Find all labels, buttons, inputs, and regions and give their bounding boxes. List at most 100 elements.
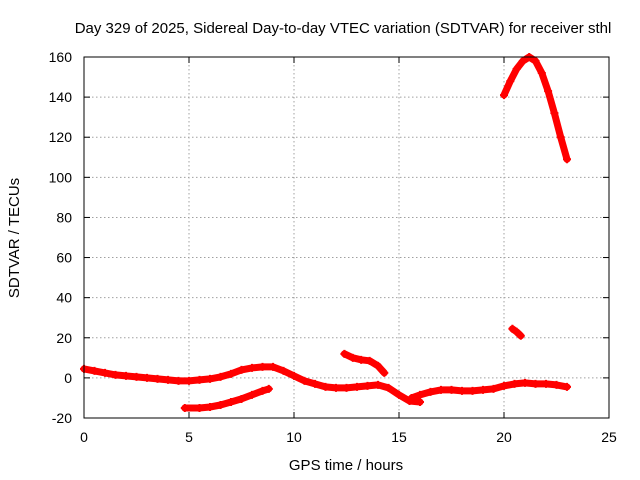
data-point: [479, 385, 487, 394]
data-point: [340, 349, 349, 358]
data-point: [563, 155, 571, 164]
data-point: [174, 376, 183, 385]
data-point: [353, 382, 361, 391]
series-trace: [181, 385, 273, 412]
data-point: [556, 133, 565, 142]
data-point: [332, 383, 340, 392]
data-point: [531, 57, 540, 66]
data-point: [180, 403, 189, 412]
y-axis-label: SDTVAR / TECUs: [6, 178, 23, 298]
plot-frame: [83, 56, 610, 419]
data-point: [506, 77, 515, 86]
y-tick-label: 120: [49, 129, 73, 145]
series-arc-main: [80, 362, 424, 406]
x-tick-label: 10: [286, 429, 302, 445]
series-arc-short: [508, 324, 525, 340]
data-point: [111, 370, 120, 379]
x-tick-label: 0: [80, 429, 88, 445]
data-point: [321, 382, 330, 391]
data-point: [395, 390, 403, 399]
x-tick-label: 15: [391, 429, 407, 445]
series-arc-evening: [407, 378, 571, 402]
data-point: [132, 372, 141, 381]
data-point: [437, 385, 445, 394]
data-point: [500, 381, 508, 390]
data-point: [206, 374, 214, 383]
data-point: [416, 390, 424, 399]
series-arc-mid: [340, 349, 389, 377]
data-point: [516, 331, 525, 340]
data-point: [101, 368, 109, 377]
data-point: [195, 375, 204, 384]
y-tick-label: 160: [49, 49, 73, 65]
y-tick-label: -20: [52, 410, 72, 426]
data-point: [537, 69, 546, 78]
data-point: [311, 379, 319, 388]
y-tick-label: 40: [56, 290, 72, 306]
data-point: [518, 57, 527, 66]
data-point: [374, 361, 382, 370]
data-point: [185, 376, 193, 385]
data-point: [143, 373, 151, 382]
data-point: [258, 362, 267, 371]
data-point: [195, 403, 204, 412]
data-point: [342, 383, 351, 392]
data-point: [544, 87, 553, 96]
data-point: [269, 362, 277, 371]
x-axis-label: GPS time / hours: [289, 457, 403, 474]
data-point: [563, 382, 571, 391]
data-point: [384, 383, 393, 392]
data-point: [90, 366, 99, 375]
x-tick-label: 5: [185, 429, 193, 445]
x-tick-label: 20: [496, 429, 512, 445]
y-tick-label: 20: [56, 330, 72, 346]
data-point: [550, 109, 559, 118]
data-point: [248, 390, 256, 399]
data-point: [426, 387, 435, 396]
data-point: [407, 393, 416, 402]
data-point: [374, 380, 382, 389]
data-point: [290, 371, 298, 380]
data-point: [153, 374, 162, 383]
data-point: [363, 381, 372, 390]
data-point: [122, 371, 130, 380]
grid-lines: [84, 57, 609, 418]
data-point: [248, 363, 256, 372]
y-tick-label: 60: [56, 250, 72, 266]
data-point: [348, 353, 357, 362]
data-point: [258, 386, 267, 395]
data-point: [416, 397, 424, 406]
data-point: [227, 369, 235, 378]
data-point: [512, 327, 521, 336]
axis-ticks: 0 5 10 15 20 25 -20 0 20 40 60 80 100 120 140 160: [49, 49, 617, 445]
data-series: [80, 53, 571, 412]
data-point: [380, 368, 389, 377]
data-point: [164, 375, 172, 384]
data-point: [279, 366, 288, 375]
data-point: [552, 380, 561, 389]
data-point: [521, 378, 529, 387]
series-trace: [500, 53, 571, 163]
data-point: [300, 376, 309, 385]
data-point: [512, 65, 521, 74]
data-point: [206, 402, 214, 411]
data-point: [447, 385, 456, 394]
series-trace: [408, 379, 571, 402]
data-point: [237, 365, 246, 374]
data-point: [264, 384, 273, 393]
data-point: [227, 397, 235, 406]
x-tick-label: 25: [601, 429, 617, 445]
data-point: [508, 324, 517, 333]
y-tick-label: 80: [56, 209, 72, 225]
data-point: [365, 356, 374, 365]
series-arc-high: [500, 53, 571, 164]
y-tick-label: 140: [49, 89, 73, 105]
series-arc-low: [180, 384, 273, 412]
chart-title: Day 329 of 2025, Sidereal Day-to-day VTE…: [75, 20, 612, 37]
data-point: [531, 379, 540, 388]
data-point: [489, 384, 498, 393]
data-point: [216, 372, 225, 381]
data-point: [500, 91, 508, 100]
data-point: [458, 386, 466, 395]
